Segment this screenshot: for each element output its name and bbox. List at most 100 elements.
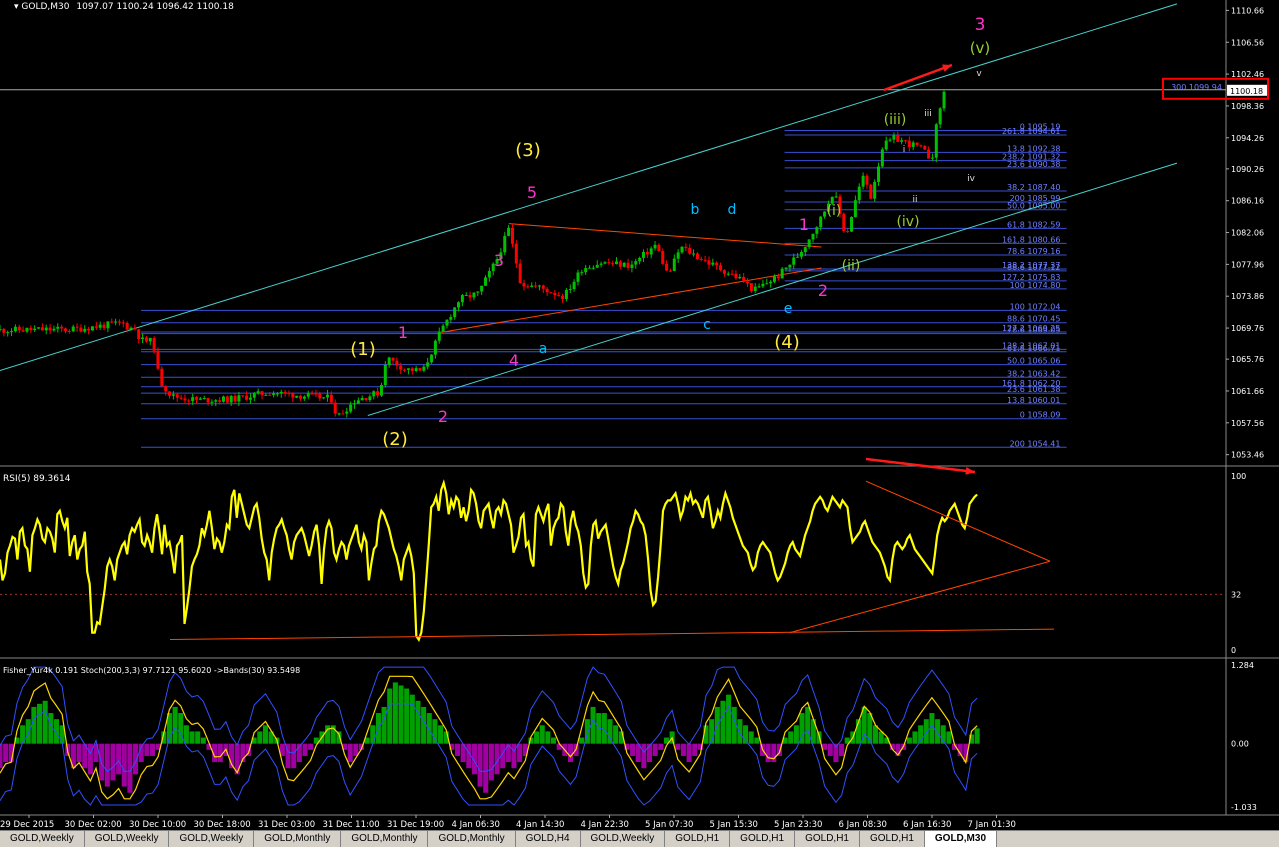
candle-body xyxy=(495,259,499,264)
candle xyxy=(522,279,526,291)
candle-body xyxy=(530,285,534,288)
fisher-bar xyxy=(296,743,302,763)
fisher-bar xyxy=(183,725,189,744)
candle xyxy=(607,258,611,265)
candle-body xyxy=(537,285,541,287)
candle xyxy=(79,324,83,333)
candle xyxy=(383,361,387,388)
chart-tab[interactable]: GOLD,M30 xyxy=(924,831,998,847)
channel-lower xyxy=(367,162,1178,416)
candle xyxy=(507,224,511,237)
fib-label: 161.8 1062.20 xyxy=(1002,379,1061,388)
candle-body xyxy=(326,394,330,398)
chart-tab[interactable]: GOLD,H1 xyxy=(860,831,925,847)
candle xyxy=(29,325,33,333)
candle-body xyxy=(6,332,10,334)
minor-wave-1b: 1 xyxy=(799,215,809,234)
triangle-pattern xyxy=(441,223,822,333)
chart-canvas[interactable]: 1110.66 1106.56 1102.46 1098.36 1094.26 1090.… xyxy=(0,0,1279,830)
time-tick-label: 31 Dec 19:00 xyxy=(387,820,444,830)
candle xyxy=(98,321,102,330)
chart-tab[interactable]: GOLD,Weekly xyxy=(169,831,255,847)
price-tick-label: 1106.56 xyxy=(1231,38,1264,47)
candle-body xyxy=(183,398,187,401)
candle-body xyxy=(52,328,56,331)
fisher-bar xyxy=(234,743,240,775)
wave-label-1: (1) xyxy=(350,339,376,360)
bands-upper xyxy=(0,666,978,772)
candle xyxy=(480,285,484,296)
candle-body xyxy=(156,350,160,369)
candle-body xyxy=(2,329,6,333)
candle-body xyxy=(819,216,823,228)
candle-body xyxy=(44,327,48,331)
candle xyxy=(742,273,746,283)
candle xyxy=(588,265,592,269)
dropdown-arrow-icon[interactable]: ▾ xyxy=(14,2,19,12)
candle xyxy=(846,227,850,234)
triangle-wave-c: c xyxy=(703,317,711,333)
fisher-bar xyxy=(257,731,263,744)
fisher-bar xyxy=(776,743,782,756)
candle-body xyxy=(441,325,445,332)
chart-tab[interactable]: GOLD,H1 xyxy=(795,831,860,847)
candle xyxy=(815,226,819,239)
chart-tab[interactable]: GOLD,Weekly xyxy=(0,831,85,847)
candle-body xyxy=(938,108,942,125)
fisher-bar xyxy=(3,743,9,763)
candle-body xyxy=(638,257,642,262)
candle-body xyxy=(144,337,148,342)
candle xyxy=(318,391,322,402)
fisher-bar xyxy=(793,725,799,744)
fisher-bar xyxy=(895,743,901,756)
candle-body xyxy=(730,273,734,275)
fisher-bar xyxy=(347,743,353,763)
minor-wave-1: 1 xyxy=(398,323,408,342)
chart-tab[interactable]: GOLD,H1 xyxy=(730,831,796,847)
candle xyxy=(33,325,37,332)
chart-tab[interactable]: GOLD,Weekly xyxy=(581,831,666,847)
fisher-bar xyxy=(765,743,771,763)
candle-body xyxy=(98,324,102,328)
fisher-bar xyxy=(471,743,477,775)
candle-body xyxy=(499,252,503,260)
candle xyxy=(306,390,310,400)
fisher-bar xyxy=(438,725,444,744)
fisher-bar xyxy=(217,743,223,763)
fisher-bar xyxy=(20,725,26,744)
candle-body xyxy=(487,271,491,278)
chart-tab[interactable]: GOLD,Monthly xyxy=(341,831,429,847)
candle-body xyxy=(356,400,360,404)
candle xyxy=(468,291,472,302)
candle xyxy=(133,324,137,331)
candle xyxy=(930,153,934,161)
candle xyxy=(67,329,71,334)
candle xyxy=(87,326,91,335)
candle-body xyxy=(830,196,834,204)
candle xyxy=(826,200,830,215)
fib-label: 88.6 1077.12 xyxy=(1007,263,1060,272)
chart-tab[interactable]: GOLD,H4 xyxy=(516,831,581,847)
candle-body xyxy=(329,394,333,403)
chart-tab[interactable]: GOLD,H1 xyxy=(665,831,731,847)
candle-body xyxy=(911,142,915,147)
chart-tab[interactable]: GOLD,Monthly xyxy=(254,831,342,847)
candle-body xyxy=(722,270,726,274)
candle-body xyxy=(734,273,738,279)
triangle-wave-a: a xyxy=(539,341,548,357)
chart-tab[interactable]: GOLD,Weekly xyxy=(85,831,170,847)
candle xyxy=(56,323,60,333)
fisher-bar xyxy=(87,743,93,775)
candle-body xyxy=(10,331,14,333)
candle-body xyxy=(892,135,896,140)
fisher-bar xyxy=(398,685,404,744)
candle xyxy=(472,292,476,301)
rsi-panel: 100 32 0 xyxy=(0,472,1246,655)
candle-body xyxy=(453,307,457,318)
candle-body xyxy=(195,397,199,400)
chart-tab[interactable]: GOLD,Monthly xyxy=(428,831,516,847)
candle xyxy=(888,137,892,143)
candle-body xyxy=(306,393,310,397)
fib-label: 61.8 1066.71 xyxy=(1007,344,1060,353)
